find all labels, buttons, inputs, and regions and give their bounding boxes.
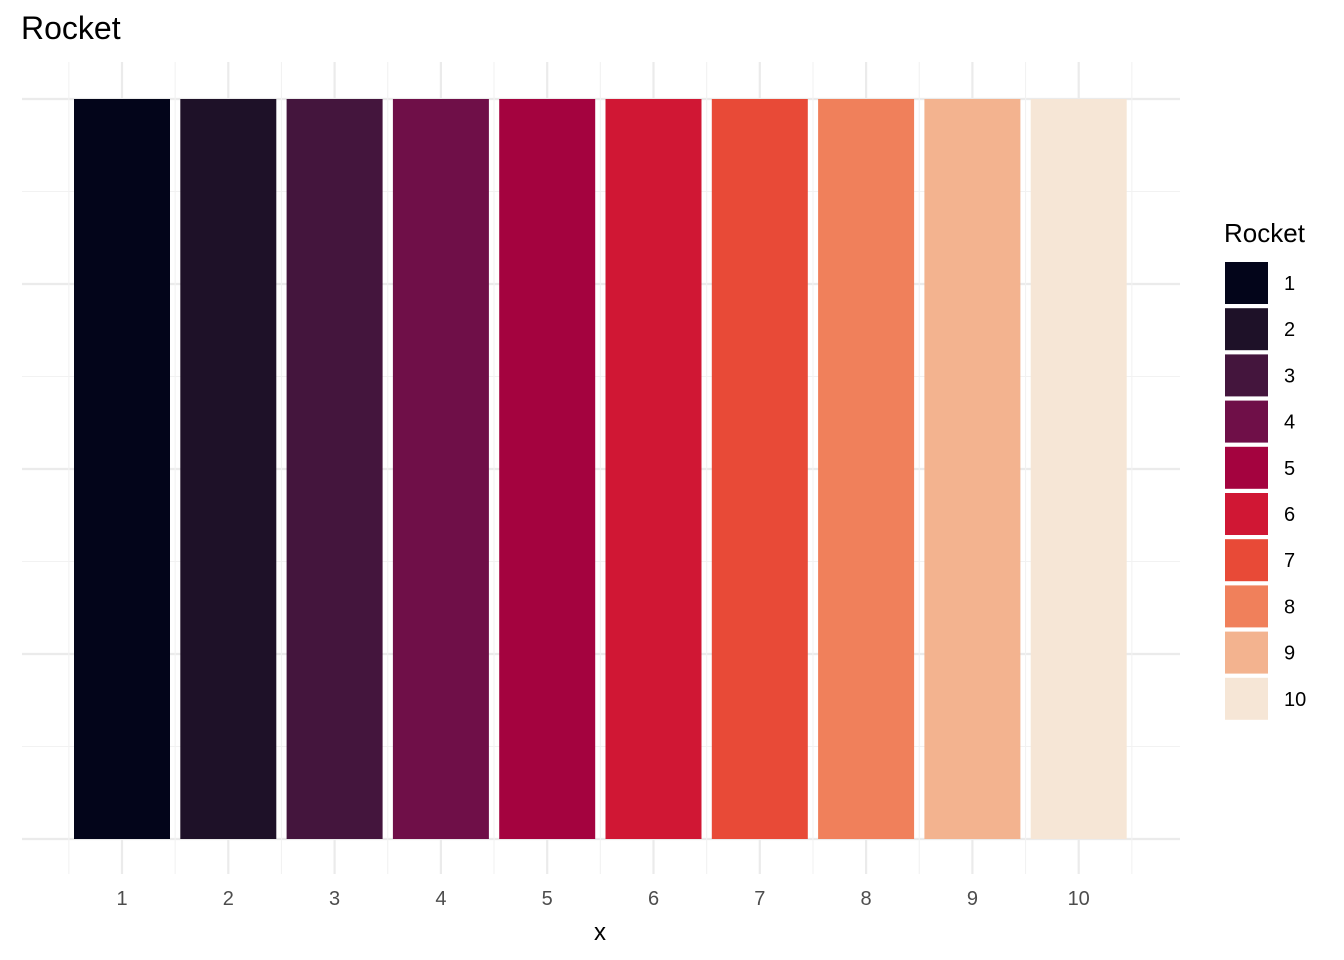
bar-7 <box>711 99 808 839</box>
legend-title: Rocket <box>1224 218 1306 248</box>
x-tick-label: 10 <box>1068 888 1090 910</box>
x-axis-title: x <box>594 919 606 946</box>
legend-label: 10 <box>1284 689 1306 711</box>
legend-label: 8 <box>1284 596 1295 618</box>
bar-10 <box>1030 99 1127 839</box>
legend-key-5 <box>1225 446 1268 489</box>
bar-9 <box>924 99 1021 839</box>
legend-key-2 <box>1225 308 1268 351</box>
bar-1 <box>74 99 170 839</box>
legend-label: 5 <box>1284 458 1295 480</box>
bar-5 <box>499 99 596 839</box>
legend-label: 9 <box>1284 643 1295 665</box>
bar-3 <box>286 99 383 839</box>
chart-title: Rocket <box>21 10 121 46</box>
legend-key-10 <box>1225 677 1268 720</box>
x-tick-label: 5 <box>542 888 553 910</box>
x-tick-label: 7 <box>754 888 765 910</box>
x-tick-label: 8 <box>861 888 872 910</box>
legend-label: 6 <box>1284 504 1295 526</box>
legend-label: 4 <box>1284 412 1295 434</box>
bar-2 <box>180 99 277 839</box>
bar-8 <box>818 99 915 839</box>
legend-label: 2 <box>1284 319 1295 341</box>
bar-6 <box>605 99 702 839</box>
legend: Rocket 1 2 3 4 5 6 7 8 9 10 <box>1224 218 1306 720</box>
x-axis-tick-labels: 1 2 3 4 5 6 7 8 9 10 <box>116 888 1089 910</box>
x-tick-label: 3 <box>329 888 340 910</box>
legend-key-3 <box>1225 354 1268 397</box>
legend-key-8 <box>1225 585 1268 628</box>
legend-label: 7 <box>1284 550 1295 572</box>
legend-key-9 <box>1225 631 1268 674</box>
legend-key-6 <box>1225 493 1268 535</box>
x-tick-label: 2 <box>223 888 234 910</box>
legend-key-1 <box>1225 262 1268 304</box>
x-tick-label: 6 <box>648 888 659 910</box>
bars <box>74 99 1127 839</box>
legend-key-4 <box>1225 400 1268 443</box>
x-tick-label: 1 <box>116 888 127 910</box>
legend-label: 1 <box>1284 273 1295 295</box>
x-tick-label: 9 <box>967 888 978 910</box>
x-tick-label: 4 <box>435 888 446 910</box>
legend-key-7 <box>1225 539 1268 582</box>
legend-label: 3 <box>1284 365 1295 387</box>
bar-4 <box>392 99 489 839</box>
